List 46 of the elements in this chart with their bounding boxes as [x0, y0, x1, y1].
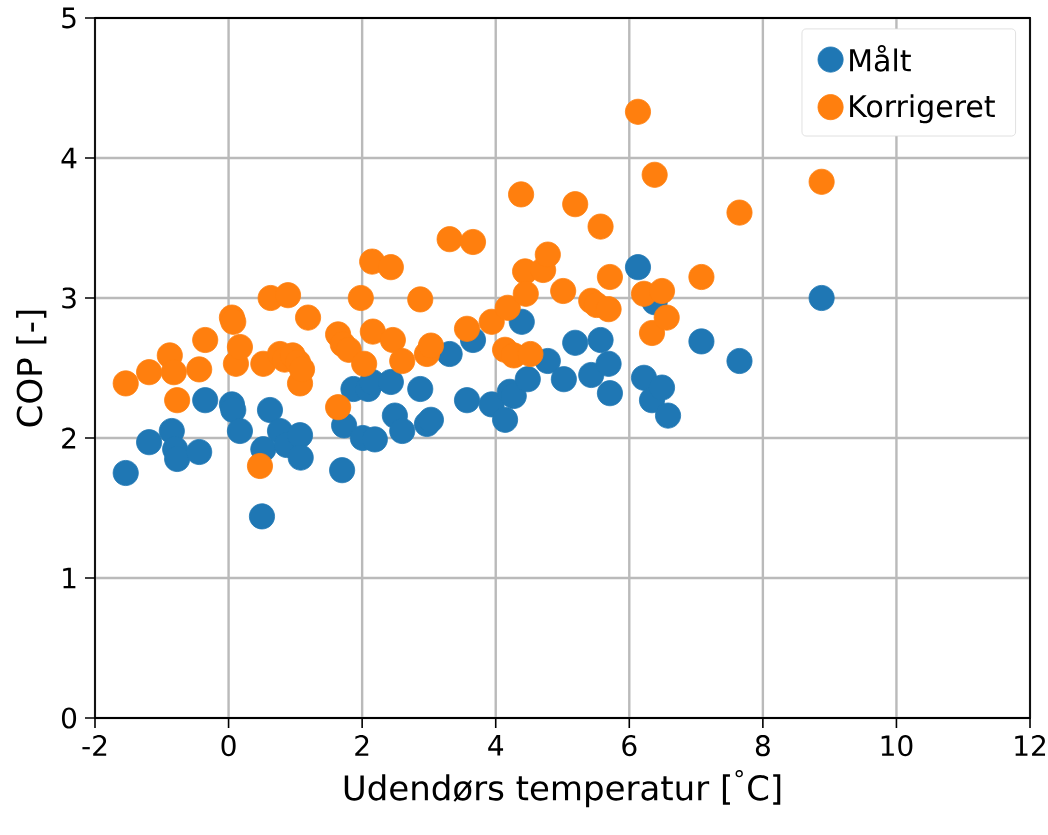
- legend-label: Korrigeret: [850, 94, 995, 124]
- point: [287, 444, 314, 471]
- y-axis-title: COP [-]: [16, 310, 47, 427]
- point: [112, 460, 139, 486]
- point: [192, 387, 219, 414]
- point: [492, 406, 519, 433]
- point: [186, 439, 213, 465]
- point: [595, 350, 622, 377]
- point: [226, 418, 253, 444]
- point: [454, 387, 480, 414]
- point: [596, 380, 623, 407]
- y-tick-label: 2: [62, 427, 76, 449]
- point: [726, 348, 753, 374]
- x-tick-label: -2: [82, 735, 107, 756]
- point: [136, 429, 163, 456]
- point: [655, 402, 682, 429]
- point: [248, 503, 275, 530]
- y-tick-label: 5: [62, 7, 76, 29]
- legend-label: Målt: [850, 44, 911, 72]
- point: [550, 366, 577, 393]
- point: [624, 254, 651, 281]
- y-tick-label: 3: [62, 287, 76, 309]
- point: [562, 329, 589, 356]
- point: [407, 376, 434, 402]
- point: [578, 362, 605, 388]
- point: [329, 457, 356, 484]
- point: [256, 397, 283, 423]
- point: [436, 341, 463, 367]
- x-tick-label: 10: [881, 735, 913, 757]
- x-tick-label: 0: [221, 735, 236, 757]
- x-tick-label: 2: [355, 735, 369, 756]
- point: [649, 374, 676, 401]
- point: [587, 327, 614, 353]
- x-tick-label: 4: [488, 735, 504, 756]
- point: [688, 328, 715, 355]
- y-tick-label: 4: [61, 147, 77, 169]
- point: [417, 406, 444, 433]
- x-tick-label: 8: [755, 735, 770, 757]
- y-tick-label: 1: [63, 567, 76, 589]
- x-tick-label: 12: [1015, 735, 1046, 756]
- x-tick-label: 6: [622, 735, 637, 757]
- point: [389, 418, 416, 444]
- y-tick-label: 0: [61, 707, 77, 729]
- point: [808, 284, 835, 311]
- x-axis-title: Udendørs temperatur [$^{°}$C]: [344, 769, 781, 808]
- point: [514, 366, 541, 393]
